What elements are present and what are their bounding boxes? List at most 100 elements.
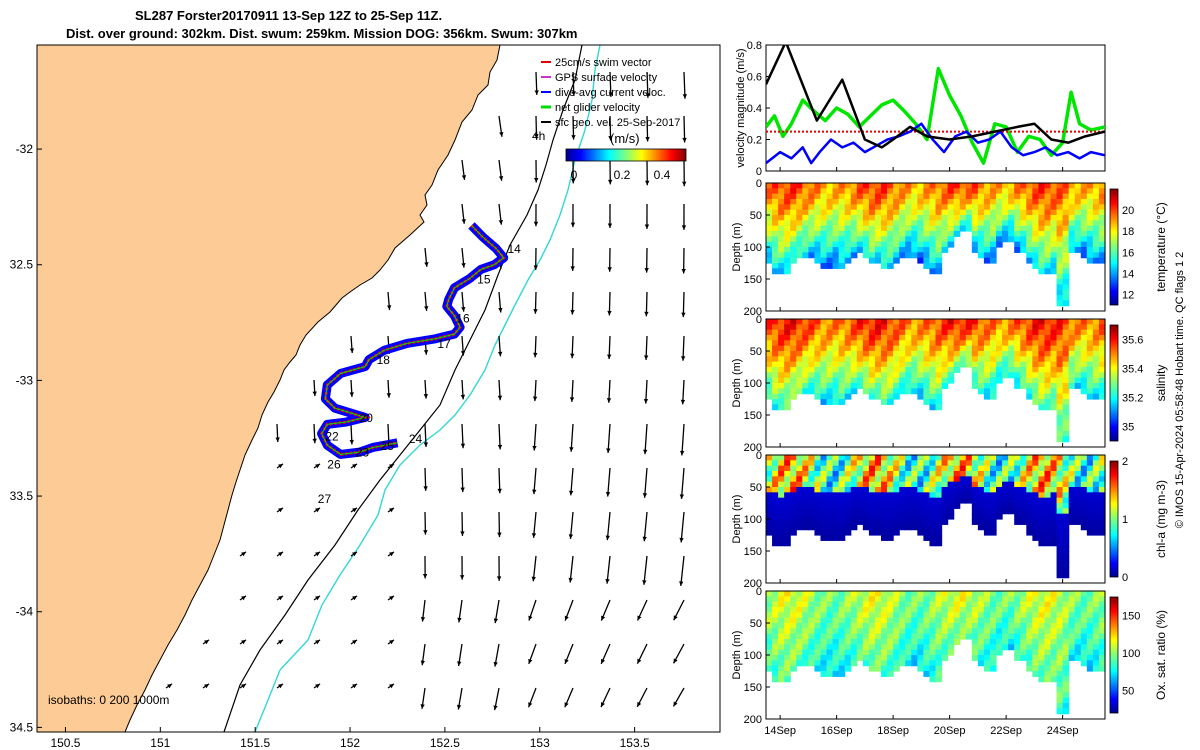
- section-cell: [778, 607, 785, 613]
- section-cell: [1050, 399, 1058, 405]
- colorbar-unit: (m/s): [610, 131, 640, 146]
- section-cell: [856, 367, 864, 373]
- section-cell: [1092, 665, 1100, 672]
- section-cell: [941, 612, 949, 619]
- section-cell: [1014, 247, 1021, 253]
- section-cell: [862, 596, 870, 603]
- section-cell: [893, 247, 900, 253]
- section-cell: [971, 372, 979, 379]
- section-cell: [947, 508, 955, 515]
- section-cell: [1056, 345, 1064, 352]
- section-cell: [1098, 236, 1106, 243]
- section-cell: [989, 649, 997, 656]
- section-cell: [766, 193, 773, 200]
- section-cell: [983, 199, 991, 205]
- section-cell: [1062, 199, 1070, 205]
- section-cell: [1062, 335, 1070, 341]
- section-cell: [905, 247, 912, 253]
- section-cell: [778, 460, 785, 467]
- section-cell: [1068, 247, 1076, 253]
- section-cell: [881, 383, 888, 389]
- section-cell: [766, 660, 773, 667]
- section-cell: [1062, 425, 1070, 432]
- section-cell: [965, 329, 973, 336]
- map-x-axis: 150.5 151 151.5 152 152.5 153 153.5: [50, 727, 650, 750]
- section-cell: [778, 529, 785, 536]
- section-cell: [935, 492, 943, 499]
- section-cell: [778, 519, 785, 525]
- section-cell: [850, 591, 858, 597]
- section-cell: [1008, 225, 1015, 232]
- section-cell: [790, 231, 797, 237]
- section-cell: [996, 188, 1003, 195]
- section-cell: [971, 199, 979, 205]
- section-cell: [796, 487, 803, 493]
- section-cell: [778, 612, 785, 619]
- section-cell: [899, 241, 906, 248]
- section-cell: [1050, 225, 1058, 232]
- section-cell: [965, 335, 973, 341]
- section-cell: [814, 617, 822, 624]
- section-cell: [935, 676, 943, 683]
- section-cell: [996, 455, 1003, 461]
- section-cell: [850, 356, 858, 363]
- velocity-y-axis: 00.20.40.60.8: [747, 40, 1064, 178]
- section-cell: [1068, 220, 1076, 227]
- section-cell: [1002, 351, 1009, 357]
- copyright-note: © IMOS 15-Apr-2024 05:58:48 Hobart time.…: [1174, 252, 1186, 529]
- section-cell: [971, 351, 979, 357]
- section-cell: [947, 497, 955, 504]
- section-cell: [1092, 329, 1100, 336]
- section-cell: [862, 519, 870, 525]
- section-cell: [941, 345, 949, 352]
- section-cell: [772, 399, 779, 405]
- section-cell: [977, 319, 985, 325]
- section-cell: [796, 519, 803, 525]
- section-cell: [881, 481, 888, 488]
- section-cell: [778, 665, 785, 672]
- section-cell: [862, 231, 870, 237]
- section-cell: [1038, 393, 1046, 400]
- section-ylabel: Depth (m): [731, 359, 743, 408]
- section-cell: [784, 193, 791, 200]
- section-cell: [1032, 204, 1040, 211]
- section-cell: [1068, 487, 1076, 493]
- section-cell: [953, 188, 961, 195]
- section-cell: [983, 607, 991, 613]
- section-cell: [844, 204, 852, 211]
- section-cell: [1068, 193, 1076, 200]
- section-cell: [1026, 529, 1033, 536]
- section-cell: [1092, 193, 1100, 200]
- section-cell: [1044, 236, 1052, 243]
- section-cell: [808, 193, 816, 200]
- section-cell: [1044, 591, 1052, 597]
- section-cell: [820, 601, 828, 608]
- section-cell: [1014, 617, 1021, 624]
- section-cell: [965, 340, 973, 347]
- section-cell: [790, 508, 797, 515]
- section-cell: [989, 335, 997, 341]
- section-cell: [1044, 671, 1052, 677]
- section-cell: [965, 623, 973, 629]
- section-cell: [1050, 231, 1058, 237]
- section-cell: [911, 199, 918, 205]
- current-arrow-shaft: [570, 467, 574, 496]
- section-cell: [1038, 649, 1046, 656]
- section-cell: [1032, 188, 1040, 195]
- section-cell: [977, 377, 985, 384]
- section-cell: [1050, 319, 1058, 325]
- section-cell: [929, 225, 937, 232]
- section-cell: [1086, 601, 1094, 608]
- section-cell: [1014, 633, 1021, 640]
- section-cell: [935, 199, 943, 205]
- section-cell: [905, 388, 912, 395]
- section-cell: [826, 193, 834, 200]
- section-cell: [1056, 383, 1064, 389]
- section-cell: [929, 183, 937, 189]
- section-cell: [874, 183, 882, 189]
- section-cell: [820, 535, 828, 541]
- section-cell: [784, 319, 791, 325]
- section-cell: [1056, 372, 1064, 379]
- section-cell: [1038, 383, 1046, 389]
- section-cell: [887, 660, 894, 667]
